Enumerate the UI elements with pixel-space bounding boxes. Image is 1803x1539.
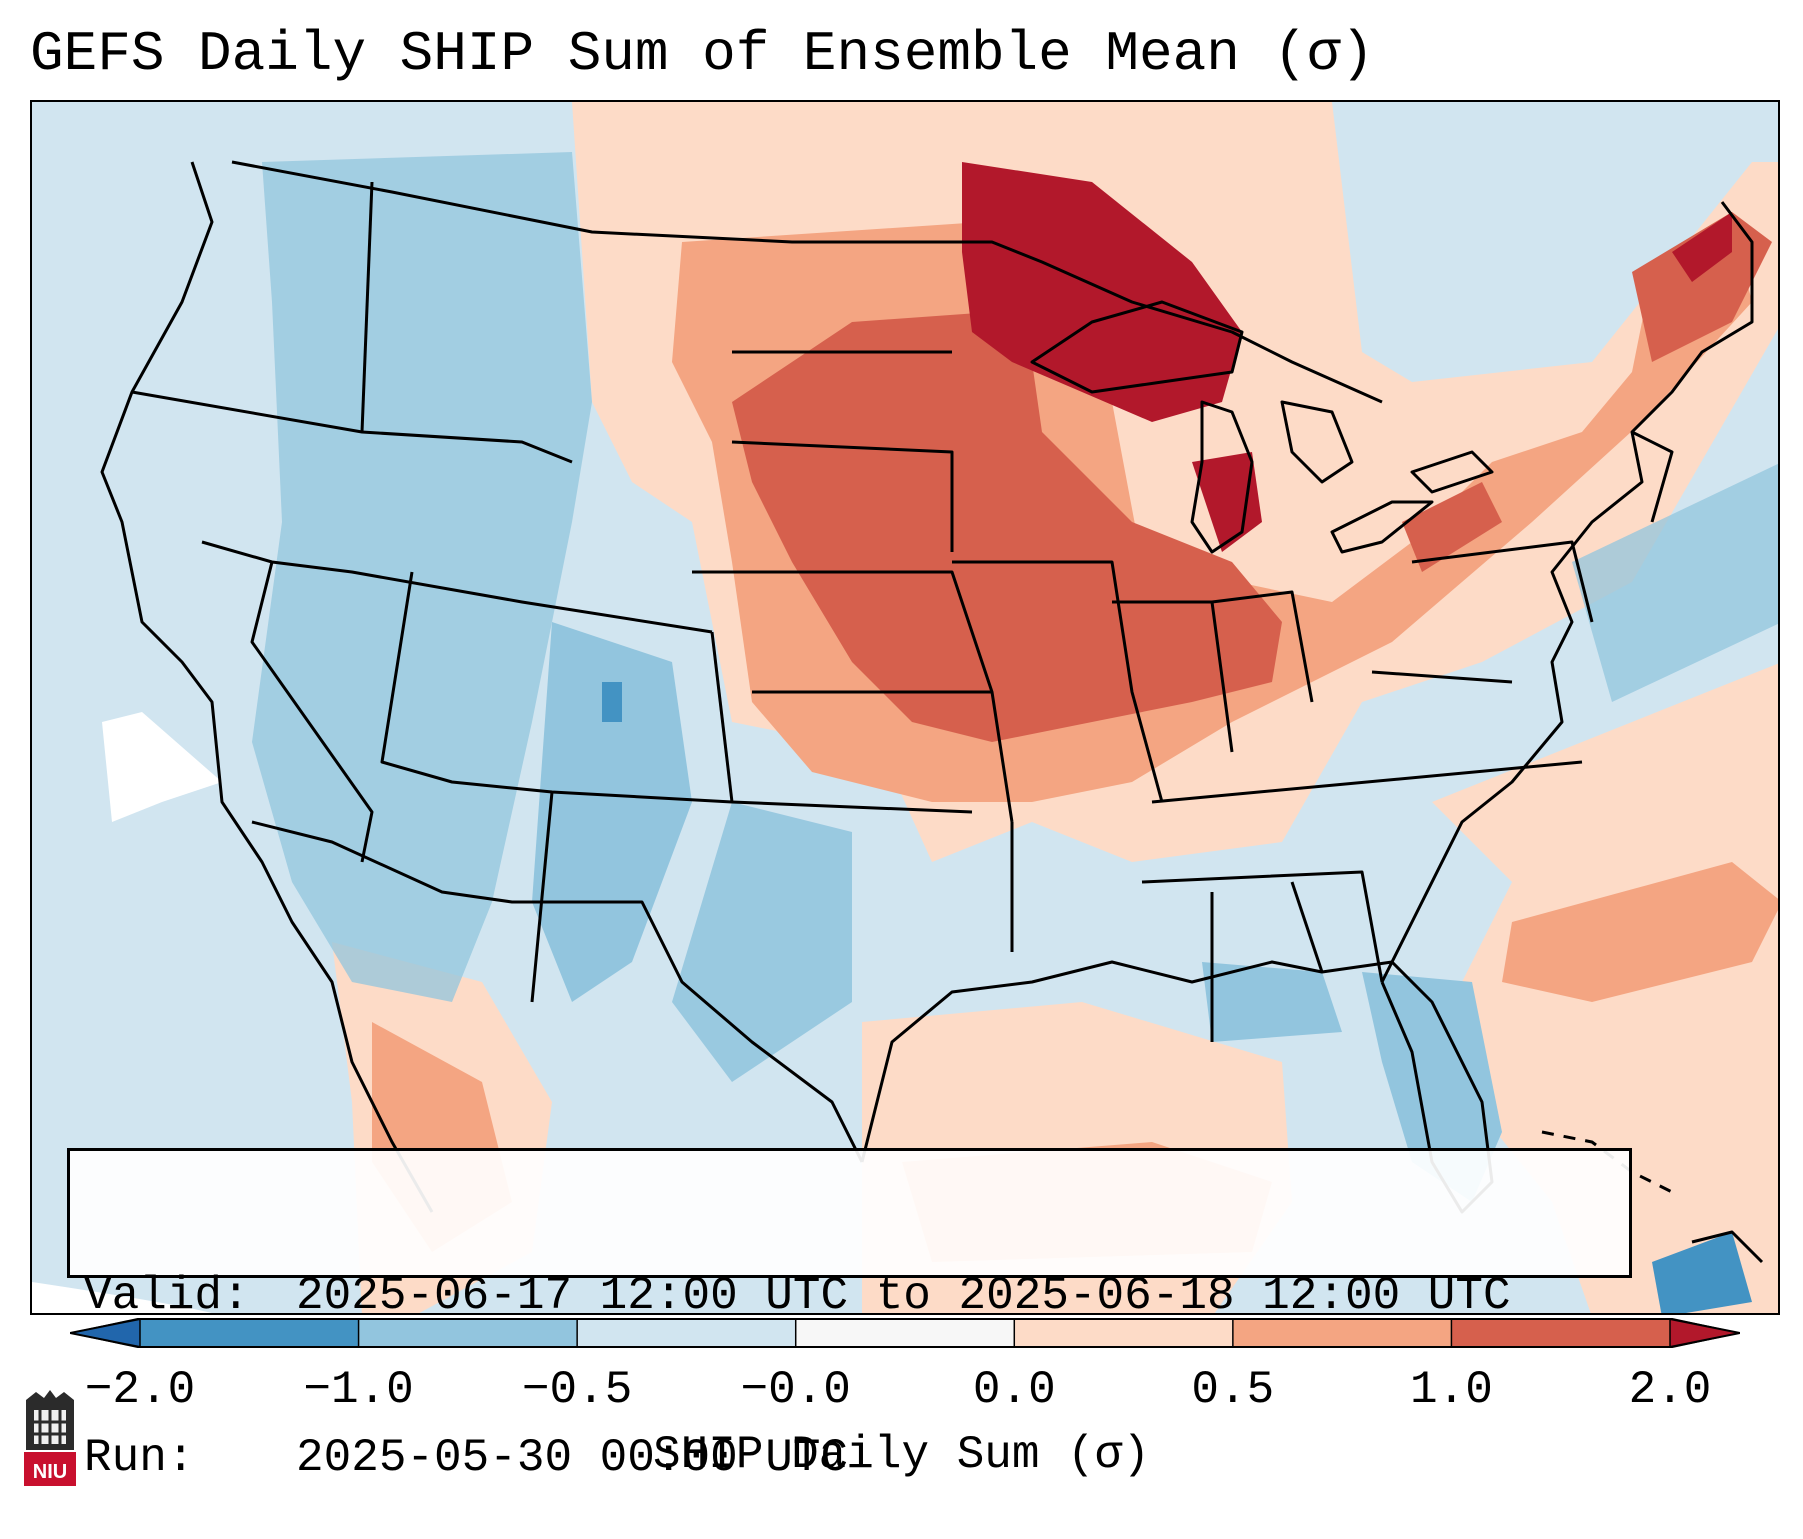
map-svg bbox=[32, 102, 1778, 1313]
niu-logo: NIU bbox=[24, 1390, 76, 1486]
colorbar-tick-label: 2.0 bbox=[1628, 1364, 1712, 1416]
region-blue-southwest bbox=[532, 622, 692, 1002]
us-canada-border bbox=[231, 160, 1383, 404]
state-line-al-ga bbox=[1290, 881, 1324, 973]
region-dark-red-maritimes bbox=[1632, 212, 1772, 362]
state-line-pa-ny bbox=[1411, 540, 1594, 623]
region-darkest-red-gulf-st-lawrence bbox=[1672, 212, 1732, 282]
run-value: 2025-05-30 00:00 UTC bbox=[296, 1432, 849, 1484]
chart-title: GEFS Daily SHIP Sum of Ensemble Mean (σ) bbox=[30, 22, 1375, 86]
colorbar-tick-label: 0.5 bbox=[1191, 1364, 1275, 1416]
pacific-coastline bbox=[100, 161, 434, 1213]
hispaniola-coastline bbox=[1691, 1230, 1764, 1264]
region-blue-intermountain bbox=[252, 152, 592, 1002]
colorbar-label: SHIP Daily Sum (σ) bbox=[653, 1429, 1150, 1481]
state-line-new-england bbox=[1631, 430, 1674, 523]
lake-ontario bbox=[1410, 450, 1494, 494]
state-line-or-ca bbox=[131, 390, 573, 464]
region-darkest-red-lake-michigan bbox=[1192, 452, 1262, 552]
colorbar-bin bbox=[1232, 1318, 1452, 1348]
state-line-va-nc bbox=[1371, 670, 1513, 684]
run-label: Run: bbox=[84, 1432, 195, 1484]
us-mexico-border bbox=[251, 820, 864, 1163]
state-line-ne-ks bbox=[692, 570, 1014, 823]
state-line-co-ks bbox=[710, 631, 734, 803]
run-row: Run: 2025-05-30 00:00 UTC bbox=[84, 1431, 1615, 1485]
colorbar-under-arrow bbox=[70, 1318, 141, 1348]
state-line-sd-ne bbox=[731, 440, 954, 552]
region-blue-gulf-coast bbox=[1202, 962, 1342, 1042]
state-line-az-nm bbox=[530, 791, 554, 1003]
map-panel bbox=[30, 100, 1780, 1315]
state-line-ia-mo bbox=[952, 560, 1164, 803]
logo-banner bbox=[24, 1452, 76, 1486]
colorbar-bin bbox=[577, 1318, 797, 1348]
region-dark-red-plains bbox=[732, 312, 1282, 742]
region-blue-offshore bbox=[1572, 463, 1778, 702]
region-darker-blue-haiti bbox=[1652, 1232, 1752, 1313]
region-blue-florida bbox=[1362, 972, 1502, 1202]
colorbar-tick-label: −2.0 bbox=[84, 1364, 196, 1416]
state-line-nv-ut bbox=[201, 540, 713, 634]
state-line-tn-ky bbox=[1151, 760, 1583, 804]
logo-window-grid bbox=[34, 1410, 66, 1444]
colorbar-over-arrow bbox=[1669, 1318, 1740, 1348]
lake-superior bbox=[1030, 300, 1244, 394]
colorbar-bin bbox=[795, 1318, 1015, 1348]
state-line-az-ut bbox=[380, 571, 973, 814]
lake-michigan bbox=[1190, 400, 1254, 554]
colorbar bbox=[70, 1318, 1740, 1348]
colorbar-tick-label: −0.0 bbox=[740, 1364, 851, 1416]
state-line-tn-al bbox=[1141, 870, 1384, 983]
region-darkest-red-lake-superior bbox=[962, 162, 1242, 422]
valid-run-infobox: Valid: 2025-06-17 12:00 UTC to 2025-06-1… bbox=[67, 1148, 1632, 1484]
colorbar-tick-label: 1.0 bbox=[1410, 1364, 1493, 1416]
colorbar-bin bbox=[1014, 1318, 1234, 1348]
region-dark-red-lake-ontario bbox=[1402, 482, 1502, 572]
logo-text: NIU bbox=[33, 1461, 67, 1483]
valid-row: Valid: 2025-06-17 12:00 UTC to 2025-06-1… bbox=[84, 1269, 1615, 1323]
pixel-dark-blue-colorado bbox=[602, 682, 622, 722]
boundaries bbox=[100, 160, 1764, 1264]
colorbar-tick-label: −1.0 bbox=[303, 1364, 414, 1416]
valid-label: Valid: bbox=[84, 1270, 250, 1322]
projection-edge bbox=[32, 1282, 212, 1313]
lake-huron bbox=[1280, 400, 1354, 484]
colorbar-tick-label: −0.5 bbox=[521, 1364, 633, 1416]
state-line-ca-nv bbox=[250, 561, 374, 863]
state-line-in-oh bbox=[1211, 590, 1314, 703]
lake-erie bbox=[1330, 500, 1434, 554]
colorbar-bin bbox=[140, 1318, 360, 1348]
valid-value: 2025-06-17 12:00 UTC to 2025-06-18 12:00… bbox=[296, 1270, 1511, 1322]
colorbar-bin bbox=[1451, 1318, 1671, 1348]
colorbar-bin bbox=[358, 1318, 578, 1348]
colorbar-tick-label: 0.0 bbox=[972, 1364, 1056, 1416]
state-line-or-id bbox=[360, 181, 374, 433]
region-medium-red-atlantic bbox=[1502, 862, 1778, 1002]
region-white-pacific bbox=[102, 712, 222, 822]
